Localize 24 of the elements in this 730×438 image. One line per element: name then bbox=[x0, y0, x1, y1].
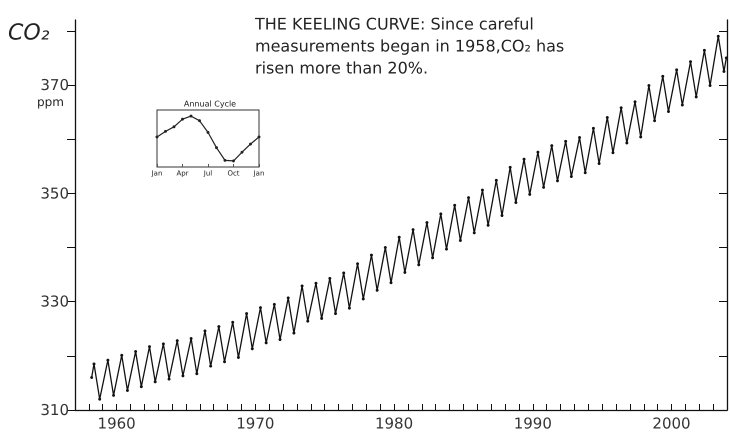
y-tick-label: 310 bbox=[40, 401, 69, 419]
point bbox=[224, 158, 226, 162]
y-tick-label: 330 bbox=[40, 292, 69, 311]
y-axis-title: CO₂ bbox=[8, 20, 50, 46]
point bbox=[181, 118, 184, 121]
point bbox=[164, 130, 167, 133]
text: THE KEELING CURVE: Since careful measurements began in 1958,CO₂ has risen more than 20%. bbox=[254, 14, 570, 78]
point bbox=[215, 146, 218, 150]
x-tick-label: 1970 bbox=[236, 414, 274, 432]
point bbox=[206, 130, 210, 134]
y-tick-label: 350 bbox=[40, 184, 69, 202]
point bbox=[232, 159, 235, 162]
x-tick-label: 1980 bbox=[374, 414, 414, 432]
point bbox=[190, 114, 192, 118]
point bbox=[198, 119, 201, 122]
x-tick-label: 1990 bbox=[514, 414, 552, 432]
chart-title: Annual Cycle bbox=[184, 100, 236, 108]
point bbox=[240, 150, 244, 154]
point bbox=[172, 125, 176, 128]
x-tick-label: 1960 bbox=[98, 414, 136, 432]
y-tick-label: 370 bbox=[40, 76, 69, 94]
point bbox=[249, 142, 252, 146]
text: ppm bbox=[37, 95, 64, 109]
x-tick-label: 2000 bbox=[652, 414, 691, 432]
